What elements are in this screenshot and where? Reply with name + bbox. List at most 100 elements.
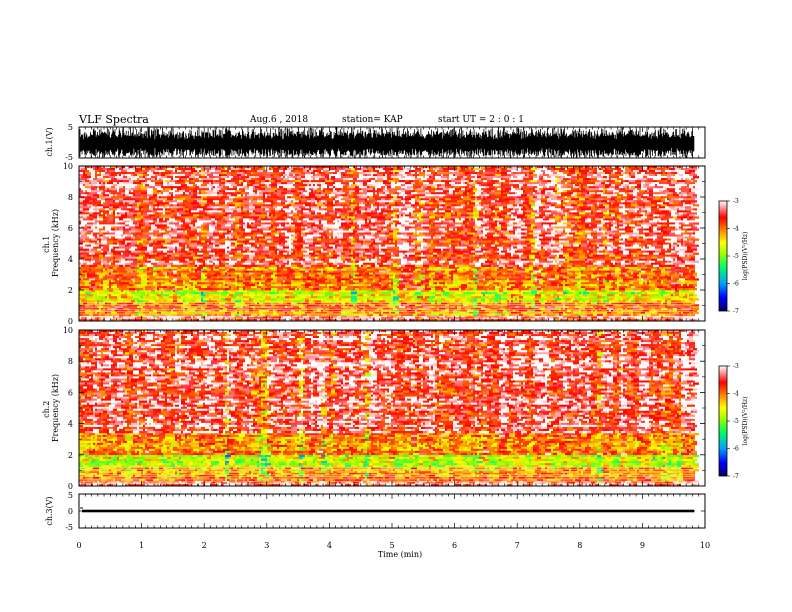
spectrogram-cell bbox=[583, 302, 587, 304]
spectrogram-cell bbox=[633, 312, 635, 314]
spectrogram-cell bbox=[123, 316, 127, 318]
spectrogram-cell bbox=[551, 302, 553, 304]
spectrogram-cell bbox=[437, 312, 443, 314]
spectrogram-cell bbox=[147, 316, 153, 318]
spectrogram-cell bbox=[105, 312, 107, 314]
spectrogram-cell bbox=[271, 302, 273, 304]
spectrogram-cell bbox=[583, 312, 585, 314]
spectrogram-cell bbox=[235, 316, 241, 318]
spectrogram-cell bbox=[153, 302, 159, 304]
spectrogram-cell bbox=[585, 312, 589, 314]
spectrogram-cell bbox=[87, 316, 91, 318]
spectrogram-cell bbox=[455, 302, 459, 304]
spectrogram-cell bbox=[581, 312, 583, 314]
spectrogram-cell bbox=[649, 312, 655, 314]
spectrogram-cell bbox=[441, 302, 447, 304]
spectrogram-cell bbox=[429, 316, 435, 318]
spectrogram-cell bbox=[411, 302, 417, 304]
spectrogram-cell bbox=[153, 316, 155, 318]
spectrogram-cell bbox=[209, 312, 215, 314]
spectrogram-cell bbox=[177, 312, 183, 314]
spectrogram-cell bbox=[519, 302, 521, 304]
spectrogram-cell bbox=[363, 302, 365, 304]
spectrogram-cell bbox=[239, 302, 245, 304]
spectrogram-cell bbox=[373, 312, 375, 314]
spectrogram-cell bbox=[431, 302, 435, 304]
spectrogram-cell bbox=[167, 316, 173, 318]
spectrogram-cell bbox=[229, 316, 235, 318]
spectrogram-cell bbox=[79, 312, 85, 314]
spectrogram-cell bbox=[307, 316, 309, 318]
spectrogram-cell bbox=[215, 312, 219, 314]
spectrogram-cell bbox=[115, 316, 119, 318]
spectrogram-cell bbox=[261, 312, 263, 314]
spectrogram-cell bbox=[395, 302, 401, 304]
spectrogram-cell bbox=[443, 312, 449, 314]
spectrogram-cell bbox=[409, 312, 415, 314]
spectrogram-cell bbox=[477, 302, 479, 304]
spectrogram-cell bbox=[193, 316, 195, 318]
spectrogram-cell bbox=[493, 302, 495, 304]
spectrogram-cell bbox=[477, 316, 481, 318]
spectrogram-cell bbox=[629, 302, 633, 304]
spectrogram-cell bbox=[661, 302, 663, 304]
spectrogram-cell bbox=[603, 316, 609, 318]
spectrogram-cell bbox=[503, 316, 505, 318]
spectrogram-cell bbox=[539, 312, 543, 314]
spectrogram-cell bbox=[491, 316, 495, 318]
spectrogram-cell bbox=[171, 302, 177, 304]
spectrogram-cell bbox=[679, 312, 681, 314]
spectrogram-cell bbox=[525, 312, 527, 314]
spectrogram-cell bbox=[447, 302, 449, 304]
spectrogram-cell bbox=[647, 312, 649, 314]
spectrogram-cell bbox=[79, 302, 83, 304]
spectrogram-cell bbox=[547, 312, 553, 314]
spectrogram-cell bbox=[609, 302, 611, 304]
spectrogram-cell bbox=[107, 302, 111, 304]
spectrogram-cell bbox=[669, 312, 673, 314]
spectrogram-cell bbox=[309, 302, 315, 304]
spectrogram-cell bbox=[667, 302, 671, 304]
spectrogram-cell bbox=[105, 302, 107, 304]
spectrogram-cell bbox=[253, 316, 255, 318]
spectrogram-cell bbox=[191, 316, 193, 318]
spectrogram-cell bbox=[219, 312, 225, 314]
spectrogram-cell bbox=[495, 312, 497, 314]
spectrogram-cell bbox=[151, 302, 153, 304]
spectrogram-cell bbox=[219, 316, 223, 318]
spectrogram-cell bbox=[107, 312, 111, 314]
spectrogram-cell bbox=[659, 312, 665, 314]
spectrogram-cell bbox=[381, 312, 383, 314]
spectrogram-cell bbox=[199, 316, 201, 318]
spectrogram-cell bbox=[687, 302, 689, 304]
spectrogram-cell bbox=[501, 316, 503, 318]
spectrogram-cell bbox=[481, 316, 487, 318]
spectrogram-cell bbox=[421, 312, 423, 314]
spectrogram-cell bbox=[235, 302, 239, 304]
spectrogram-cell bbox=[199, 312, 201, 314]
spectrogram-cell bbox=[259, 312, 261, 314]
spectrogram-cell bbox=[369, 312, 373, 314]
spectrogram-cell bbox=[521, 312, 525, 314]
spectrogram-cell bbox=[301, 316, 303, 318]
spectrogram-cell bbox=[581, 316, 585, 318]
spectrogram-cell bbox=[225, 302, 229, 304]
spectrogram-cell bbox=[117, 312, 123, 314]
spectrogram-cell bbox=[281, 316, 283, 318]
spectrogram-cell bbox=[159, 316, 163, 318]
spectrogram-cell bbox=[349, 302, 351, 304]
spectrogram-cell bbox=[491, 302, 493, 304]
spectrogram-cell bbox=[315, 302, 321, 304]
spectrogram-cell bbox=[557, 302, 561, 304]
spectrogram-cell bbox=[643, 316, 645, 318]
spectrogram-cell bbox=[183, 302, 187, 304]
spectrogram-cell bbox=[623, 302, 629, 304]
spectrogram-cell bbox=[107, 316, 113, 318]
spectrogram-cell bbox=[399, 312, 403, 314]
spectrogram-cell bbox=[185, 312, 189, 314]
spectrogram-cell bbox=[371, 302, 377, 304]
spectrogram-cell bbox=[575, 316, 577, 318]
spectrogram-cell bbox=[645, 302, 647, 304]
spectrogram-cell bbox=[569, 302, 575, 304]
spectrogram-cell bbox=[435, 316, 437, 318]
